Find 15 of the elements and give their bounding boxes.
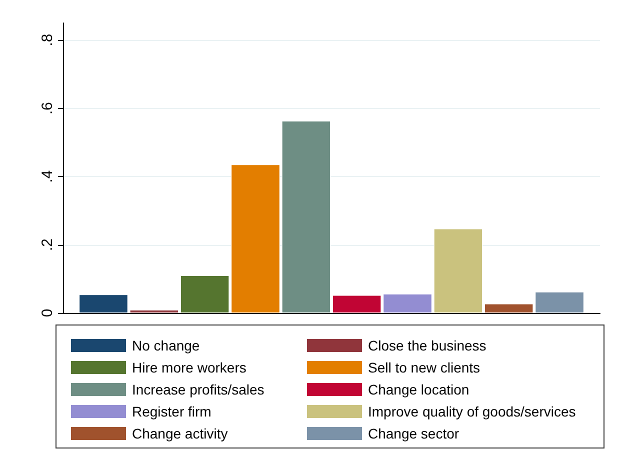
- legend-label: Change sector: [368, 426, 460, 442]
- y-tick-label: .2: [39, 238, 56, 252]
- legend-label: Change activity: [132, 426, 228, 442]
- legend-label: Increase profits/sales: [132, 382, 264, 398]
- y-tick-label: 0: [39, 308, 56, 318]
- legend-label: Sell to new clients: [368, 360, 480, 376]
- y-tick-label: .6: [39, 102, 56, 115]
- legend-label: Close the business: [368, 338, 486, 354]
- legend-label: Register firm: [132, 404, 212, 420]
- legend-label: Hire more workers: [132, 360, 246, 376]
- legend-label: No change: [132, 338, 200, 354]
- legend-label: Change location: [368, 382, 470, 398]
- y-tick-label: .4: [39, 170, 56, 183]
- legend-label: Improve quality of goods/services: [368, 404, 576, 420]
- y-tick-label: .8: [39, 34, 56, 46]
